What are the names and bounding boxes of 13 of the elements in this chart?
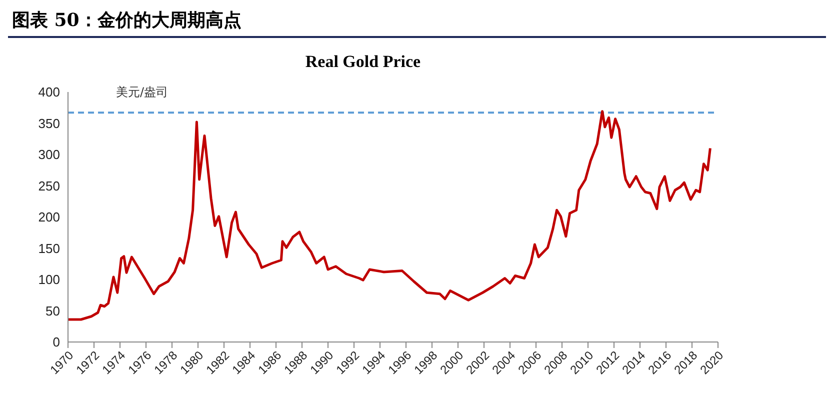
y-tick-label: 350	[38, 116, 60, 131]
y-tick-label: 150	[38, 240, 60, 256]
line-series	[68, 110, 712, 321]
y-tick-label: 250	[38, 178, 60, 194]
y-tick-label: 50	[46, 303, 60, 318]
y-tick-label: 200	[38, 210, 60, 225]
y-tick-label: 400	[38, 84, 60, 100]
y-tick-label: 100	[38, 272, 60, 288]
y-tick-label: 0	[52, 334, 60, 350]
chart-subtitle: Real Gold Price	[304, 52, 422, 72]
chart-title: 图表 50：金价的大周期高点	[8, 8, 826, 38]
y-axis-title: 美元/盎司	[116, 84, 168, 101]
y-tick-label: 300	[38, 147, 60, 162]
